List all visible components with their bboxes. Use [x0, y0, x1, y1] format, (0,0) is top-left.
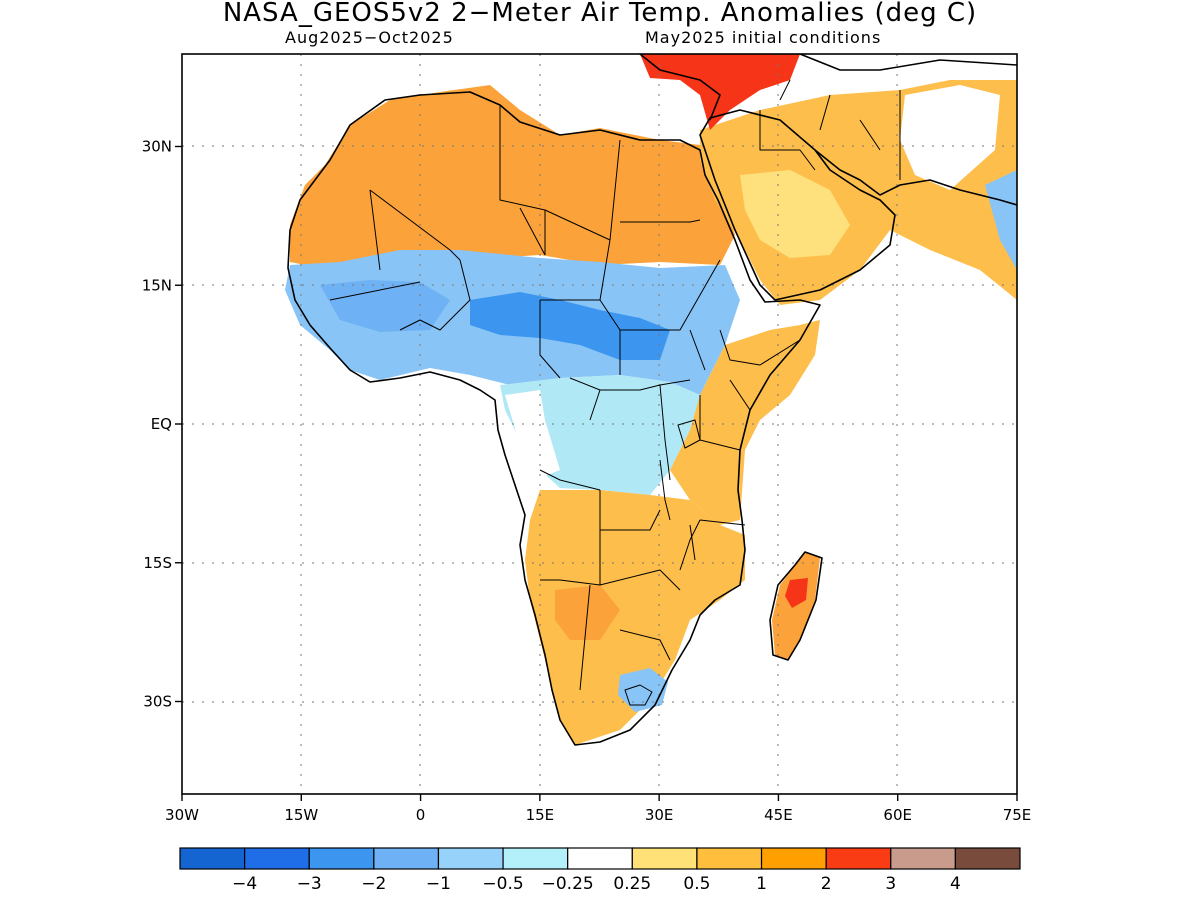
colorbar-label: −0.25: [542, 874, 594, 894]
lon-tick-label: 30E: [645, 806, 674, 824]
lake-malawi: [689, 524, 696, 561]
colorbar-label: −0.5: [482, 874, 523, 894]
latitude-labels: 30N 15N EQ 15S 30S: [142, 138, 172, 711]
lat-tick-label: 15N: [142, 276, 172, 294]
colorbar-swatch: [760, 847, 827, 870]
colorbar-labels: −4 −3 −2 −1 −0.5 −0.25 0.25 0.5 1 2 3 4: [232, 874, 961, 894]
colorbar: [179, 847, 1021, 870]
colorbar-swatch: [567, 847, 633, 870]
lon-tick-label: 75E: [1003, 806, 1032, 824]
middle-east-neutral-patch: [900, 85, 1000, 190]
axis-ticks: [175, 145, 1018, 801]
chart-title: NASA_GEOS5v2 2−Meter Air Temp. Anomalies…: [222, 0, 978, 28]
lat-tick-label: 30S: [143, 693, 172, 711]
arabia-coastline: [699, 109, 896, 301]
middle-east-borders: [759, 79, 901, 180]
lon-tick-label: 30W: [165, 806, 199, 824]
lon-tick-label: 15E: [526, 806, 555, 824]
colorbar-swatch: [373, 847, 440, 870]
levant-hot-area: [640, 54, 800, 130]
colorbar-swatch: [954, 847, 1021, 870]
colorbar-label: 0.25: [613, 874, 651, 894]
north-coastline: [639, 54, 1017, 121]
colorbar-swatch: [244, 847, 310, 870]
colorbar-label: 0.5: [683, 874, 710, 894]
east-africa-anomaly-area: [670, 320, 820, 525]
lon-tick-label: 60E: [883, 806, 912, 824]
colorbar-swatch: [437, 847, 504, 870]
colorbar-swatch: [179, 847, 246, 870]
lon-tick-label: 0: [416, 806, 426, 824]
madagascar-hot-patch: [785, 578, 808, 608]
initial-conditions: May2025 initial conditions: [645, 28, 882, 47]
colorbar-label: 1: [756, 874, 767, 894]
map-gridlines: [182, 54, 1017, 794]
middle-east-cool-patch: [985, 170, 1017, 270]
lon-tick-label: 15W: [284, 806, 318, 824]
colorbar-swatch: [502, 847, 569, 870]
southern-africa-cool-patch: [618, 668, 668, 712]
anomaly-field: [285, 54, 1017, 745]
colorbar-swatch: [631, 847, 698, 870]
colorbar-label: −4: [232, 874, 257, 894]
colorbar-swatch: [890, 847, 956, 870]
lake-tanganyika: [659, 459, 671, 521]
colorbar-label: 2: [821, 874, 832, 894]
lon-tick-label: 45E: [764, 806, 793, 824]
lat-tick-label: EQ: [151, 415, 172, 433]
forecast-period: Aug2025−Oct2025: [285, 28, 454, 47]
lat-tick-label: 30N: [142, 138, 172, 156]
southern-africa-anomaly-area: [525, 490, 745, 745]
madagascar-coastline: [769, 551, 823, 661]
lesotho-border: [624, 684, 653, 706]
longitude-labels: 30W 15W 0 15E 30E 45E 60E 75E: [165, 806, 1031, 824]
colorbar-label: −2: [361, 874, 386, 894]
colorbar-swatch: [308, 847, 375, 870]
sahel-west-cool-patch: [320, 280, 450, 332]
madagascar-anomaly-area: [772, 552, 820, 660]
country-borders: [329, 105, 801, 691]
colorbar-swatch: [825, 847, 892, 870]
lat-tick-label: 15S: [143, 554, 172, 572]
colorbar-label: −3: [297, 874, 322, 894]
arabia-mild-patch: [740, 170, 850, 258]
lake-victoria: [677, 419, 701, 449]
colorbar-label: 3: [885, 874, 896, 894]
africa-coastline: [287, 91, 821, 746]
persian-gulf-coastline: [814, 149, 1017, 206]
central-africa-neutral-patch: [505, 390, 560, 478]
colorbar-swatch: [696, 847, 763, 870]
colorbar-label: 4: [950, 874, 961, 894]
sahara-anomaly-area: [290, 85, 735, 270]
colorbar-label: −1: [426, 874, 451, 894]
